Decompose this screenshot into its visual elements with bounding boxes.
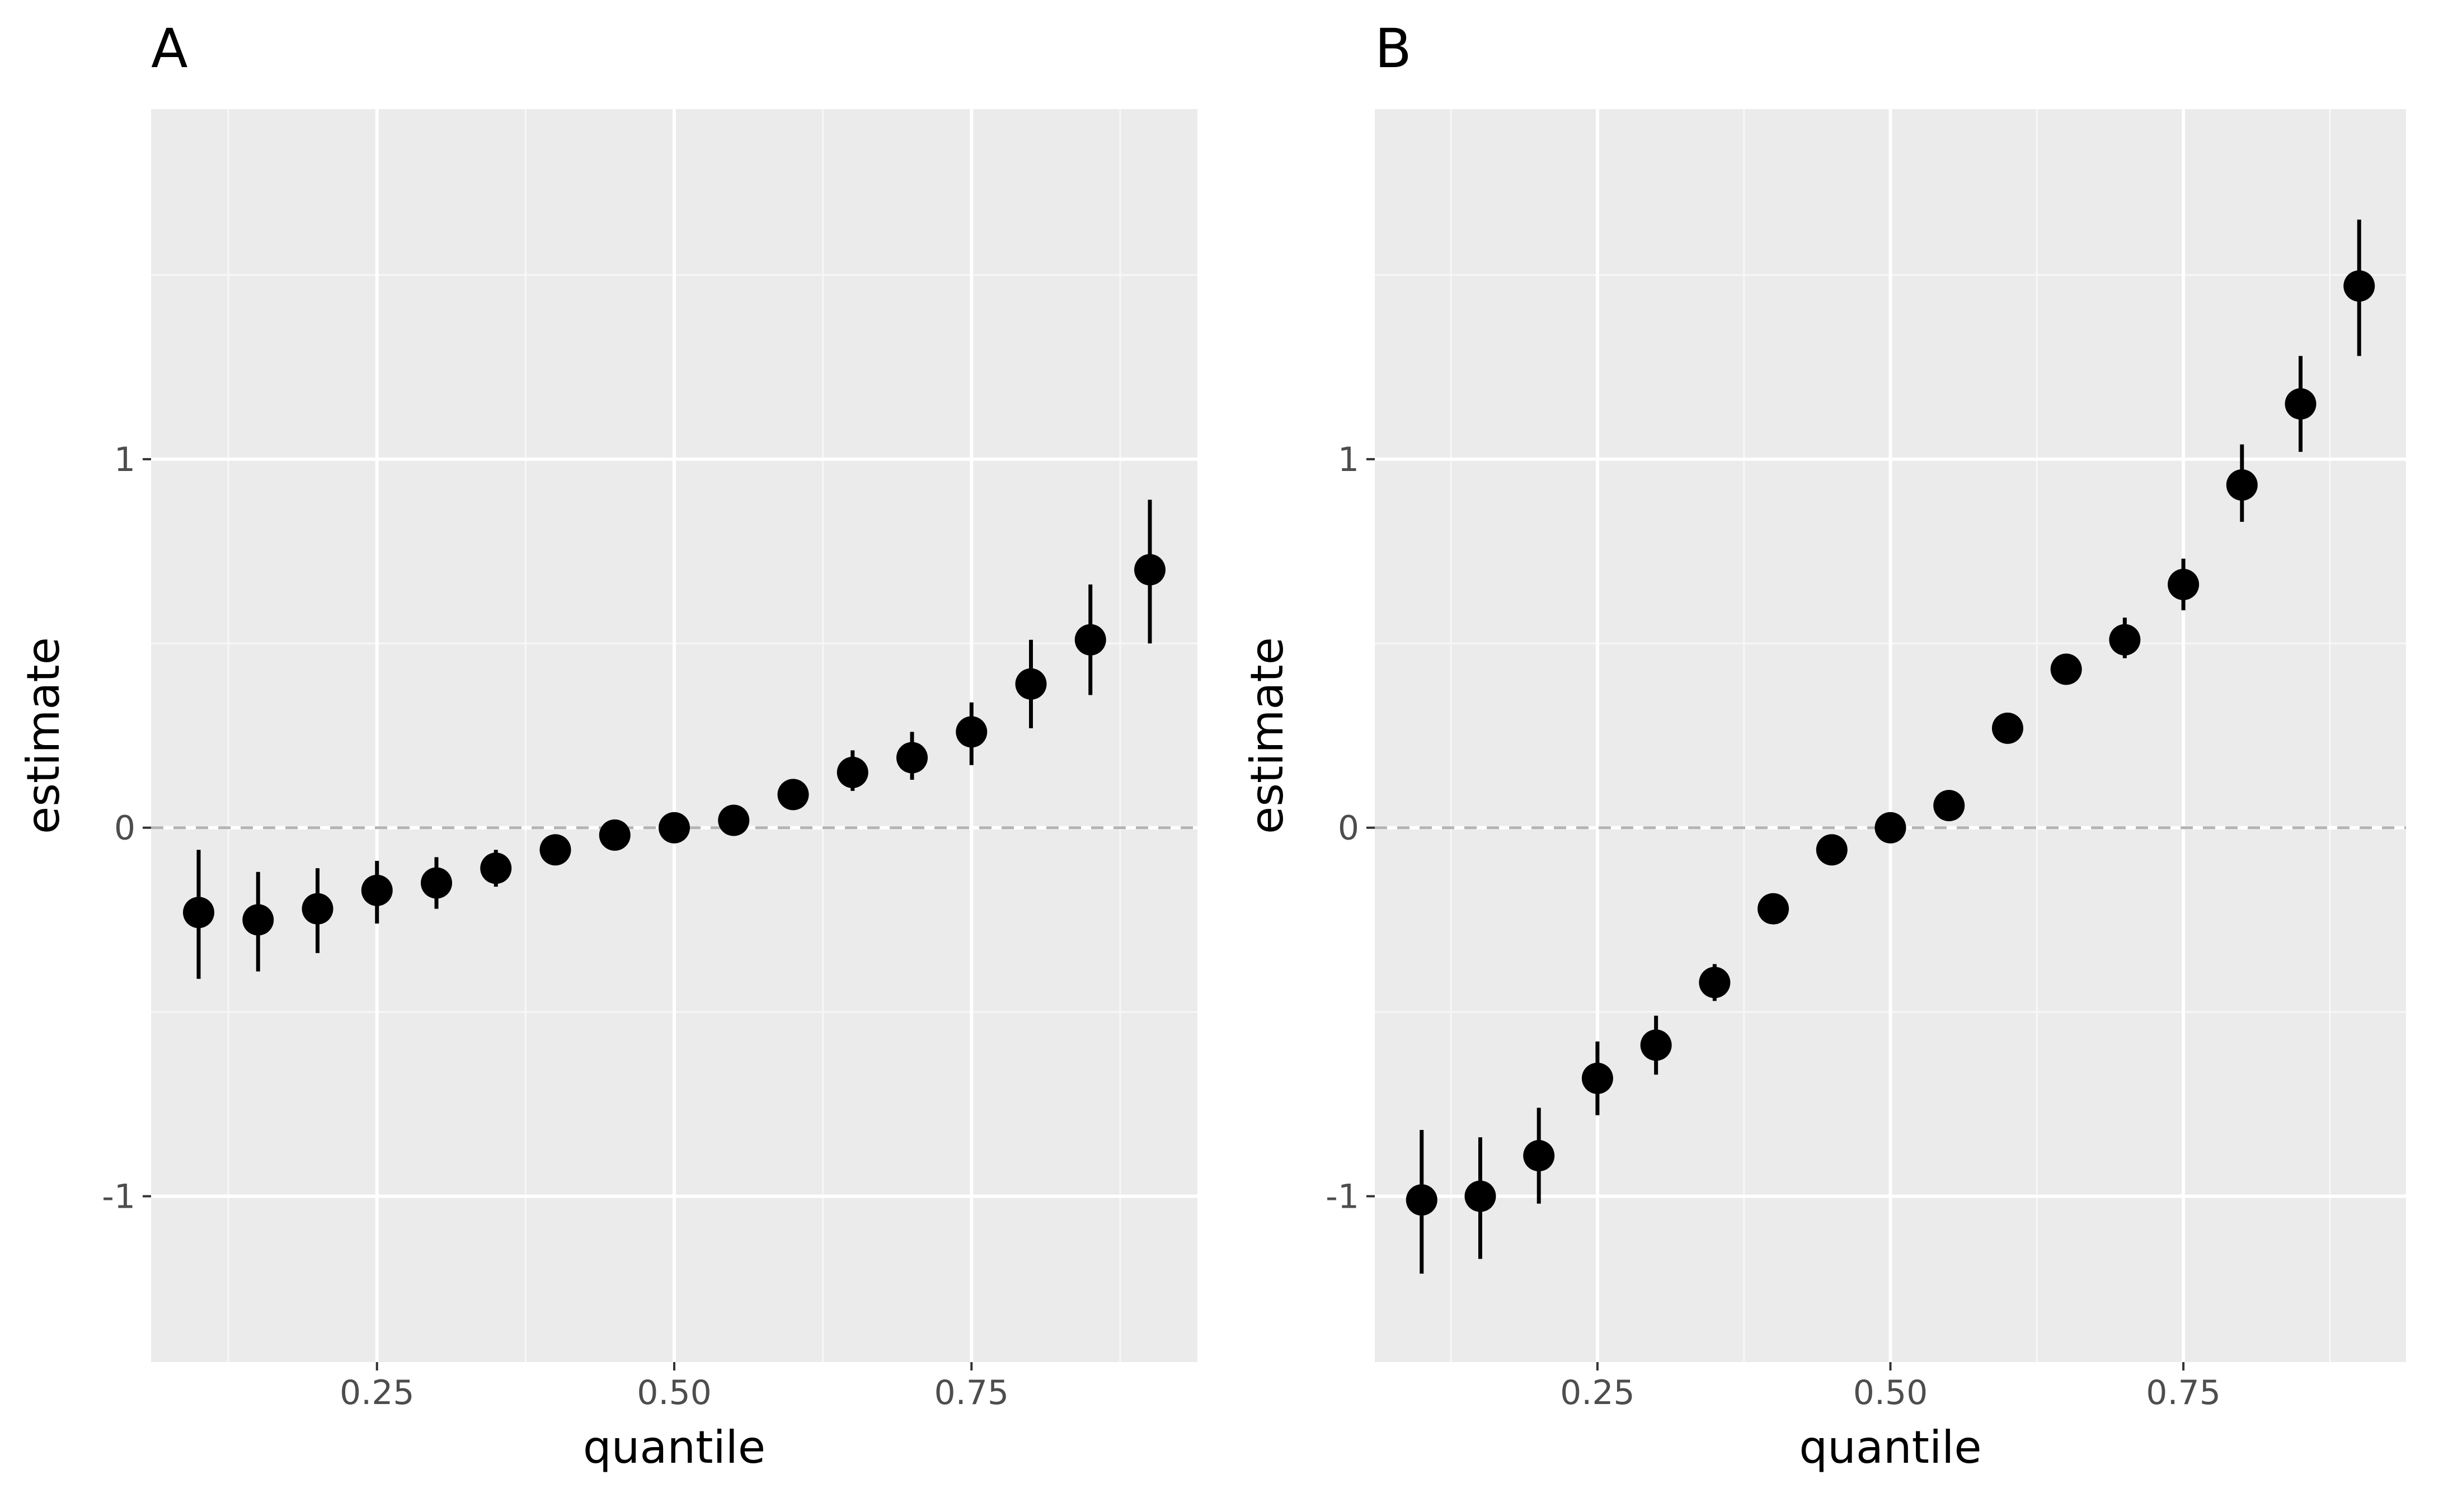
y-tick-label: -1: [1326, 1177, 1359, 1217]
panel-label: B: [1375, 17, 1412, 80]
data-point: [1134, 554, 1166, 586]
data-point: [421, 867, 452, 899]
data-point: [1464, 1180, 1496, 1212]
x-tick-label: 0.50: [1853, 1373, 1928, 1412]
data-point: [1933, 790, 1965, 822]
data-point: [718, 804, 750, 836]
data-point: [1874, 812, 1906, 844]
data-point: [1758, 893, 1789, 925]
data-point: [2285, 388, 2317, 420]
data-point: [1523, 1140, 1555, 1172]
data-point: [599, 819, 631, 851]
data-point: [480, 852, 512, 884]
panel-b: 0.25 0.50 0.75 -1 0 1 quantile estimate B: [1241, 17, 2406, 1473]
x-tick-label: 0.25: [1560, 1373, 1635, 1412]
data-point: [1699, 967, 1731, 998]
data-point: [242, 904, 274, 936]
data-point: [361, 874, 393, 906]
y-tick-label: 0: [1338, 809, 1359, 848]
x-axis-title: quantile: [583, 1421, 765, 1473]
x-tick-label: 0.50: [637, 1373, 712, 1412]
y-axis-title: estimate: [17, 637, 69, 834]
data-point: [1640, 1029, 1672, 1061]
x-tick-label: 0.75: [2146, 1373, 2221, 1412]
y-axis-title: estimate: [1241, 637, 1293, 834]
y-tick-label: 0: [114, 809, 135, 848]
panel-label: A: [151, 17, 188, 80]
data-point: [1074, 624, 1106, 656]
x-tick-label: 0.25: [340, 1373, 415, 1412]
y-tick-label: -1: [102, 1177, 135, 1217]
panel-a: 0.25 0.50 0.75 -1 0 1 quantile estimate A: [17, 17, 1197, 1473]
data-point: [2343, 270, 2375, 302]
x-tick-label: 0.75: [934, 1373, 1009, 1412]
data-point: [659, 812, 690, 844]
x-axis-title: quantile: [1799, 1421, 1981, 1473]
data-point: [2109, 624, 2141, 656]
data-point: [837, 756, 868, 788]
data-point: [539, 834, 571, 866]
data-point: [1581, 1062, 1613, 1094]
data-point: [1406, 1184, 1437, 1216]
data-point: [1991, 712, 2023, 744]
data-point: [183, 897, 214, 929]
y-tick-label: 1: [114, 440, 135, 479]
data-point: [302, 893, 333, 925]
data-point: [2168, 568, 2200, 600]
data-point: [777, 779, 809, 811]
data-point: [2226, 469, 2258, 501]
data-point: [1816, 834, 1848, 866]
data-point: [2050, 653, 2082, 685]
data-point: [896, 742, 928, 774]
data-point: [1015, 668, 1047, 700]
data-point: [956, 716, 988, 748]
y-tick-label: 1: [1338, 440, 1359, 479]
